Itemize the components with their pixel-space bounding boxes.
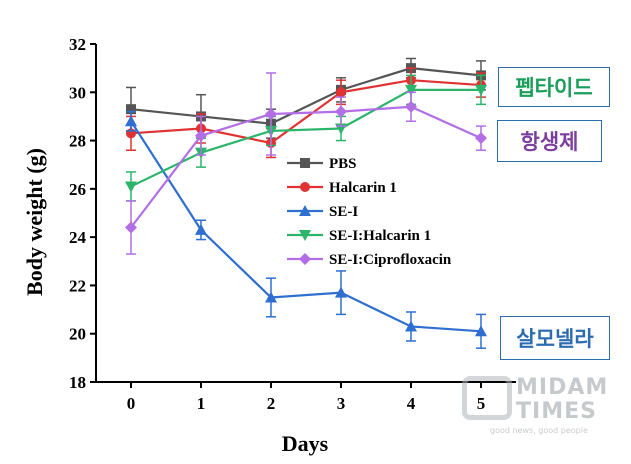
legend-label: SE-I:Ciprofloxacin bbox=[329, 252, 452, 268]
x-axis-title: Days bbox=[282, 431, 329, 456]
series-line bbox=[130, 105, 482, 229]
y-tick-label: 18 bbox=[69, 373, 86, 392]
legend-marker bbox=[300, 158, 310, 168]
data-point bbox=[195, 223, 207, 235]
x-tick-label: 5 bbox=[477, 394, 486, 413]
data-point bbox=[265, 291, 277, 303]
watermark-slogan: good news, good people bbox=[490, 426, 588, 435]
data-point bbox=[195, 129, 207, 142]
midam-logo-icon bbox=[462, 376, 512, 420]
data-point bbox=[336, 87, 346, 98]
legend-label: Halcarin 1 bbox=[329, 180, 397, 196]
data-point bbox=[475, 325, 487, 337]
watermark-logo: MIDAM TIMES good news, good people bbox=[460, 372, 625, 442]
data-point bbox=[405, 100, 417, 113]
series-line bbox=[130, 67, 482, 125]
y-tick-label: 20 bbox=[69, 325, 86, 344]
y-tick-label: 30 bbox=[69, 83, 86, 102]
legend-label: SE-I bbox=[329, 204, 358, 220]
data-point bbox=[126, 104, 136, 115]
axes: 18 20 22 24 26 28 30 32 0 1 2 3 4 5 bbox=[69, 35, 516, 413]
data-point bbox=[335, 286, 347, 298]
legend-marker bbox=[299, 205, 311, 216]
annotation-peptide: 펩타이드 bbox=[498, 67, 610, 107]
annotation-antibiotic: 항생제 bbox=[497, 120, 602, 162]
series-se-i-halcarin-1 bbox=[125, 74, 487, 202]
series-line bbox=[130, 88, 481, 188]
data-point bbox=[475, 84, 487, 96]
legend-marker bbox=[299, 230, 311, 241]
data-point bbox=[125, 115, 137, 127]
series-pbs bbox=[126, 57, 486, 139]
y-tick-label: 22 bbox=[69, 276, 86, 295]
x-tick-label: 0 bbox=[127, 394, 136, 413]
data-point bbox=[265, 108, 277, 121]
x-tick-label: 4 bbox=[407, 394, 416, 413]
y-tick-label: 28 bbox=[69, 132, 86, 151]
legend: PBS Halcarin 1 SE-I SE-I:Halcarin 1 SE-I:Cip… bbox=[287, 156, 452, 268]
annotation-salmonella: 살모넬라 bbox=[500, 316, 610, 360]
data-point bbox=[405, 320, 417, 332]
data-point bbox=[405, 84, 417, 96]
legend-marker bbox=[300, 182, 310, 192]
series-se-i-ciprofloxacin bbox=[125, 72, 487, 255]
watermark-brand-line2: TIMES bbox=[516, 399, 597, 424]
watermark-brand-line1: MIDAM bbox=[516, 375, 609, 400]
y-tick-label: 32 bbox=[69, 35, 86, 54]
series-line bbox=[130, 79, 482, 145]
y-axis-title: Body weight (g) bbox=[22, 148, 47, 296]
x-tick-label: 3 bbox=[337, 394, 346, 413]
data-point bbox=[125, 221, 137, 234]
data-point bbox=[475, 132, 487, 145]
x-tick-label: 2 bbox=[267, 394, 276, 413]
data-point bbox=[125, 181, 137, 193]
legend-marker bbox=[299, 253, 311, 265]
legend-label: PBS bbox=[329, 156, 357, 172]
watermark-brand: MIDAM TIMES bbox=[516, 376, 608, 424]
y-tick-label: 24 bbox=[69, 228, 87, 247]
y-tick-label: 26 bbox=[69, 180, 86, 199]
series-layer bbox=[125, 57, 487, 349]
data-point bbox=[335, 105, 347, 118]
series-se-i bbox=[125, 110, 487, 349]
series-line bbox=[130, 120, 482, 333]
legend-label: SE-I:Halcarin 1 bbox=[329, 228, 431, 244]
x-tick-label: 1 bbox=[197, 394, 206, 413]
